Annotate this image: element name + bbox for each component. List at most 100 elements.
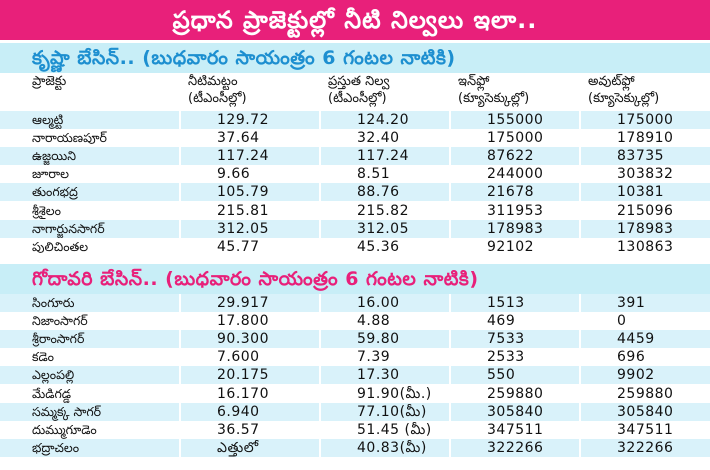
table-row: సమ్మక్క సాగర్ 6.940 77.10(మీ) 305840 305840 (0, 402, 710, 421)
inflow-cell: 550 (450, 366, 581, 385)
column-header-water-level: నీటిమట్టం (టీఎంసీల్లో) (188, 74, 247, 106)
project-name-cell: నాగార్జునసాగర్ (0, 219, 181, 238)
project-name-cell: పులిచింతల (0, 237, 181, 256)
outflow-cell: 10381 (580, 183, 710, 202)
table-row: శ్రీశైలం 215.81 215.82 311953 215096 (0, 201, 710, 220)
column-header-outflow: అవుట్‌ఫ్లో (క్యూసెక్కుల్లో) (588, 74, 660, 106)
water-level-cell: 9.66 (180, 165, 321, 184)
project-name-cell: భద్రాచలం (0, 438, 181, 457)
current-storage-cell: 312.05 (320, 219, 451, 238)
column-header-current-storage: ప్రస్తుత నిల్వ (టీఎంసీల్లో) (328, 74, 390, 106)
inflow-cell: 259880 (450, 384, 581, 403)
inflow-cell: 347511 (450, 420, 581, 439)
column-header-project: ప్రాజెక్టు (32, 74, 67, 89)
current-storage-cell: 45.36 (320, 237, 451, 256)
outflow-cell: 322266 (580, 438, 710, 457)
project-name-cell: ఎల్లంపల్లి (0, 366, 181, 385)
current-storage-cell: 215.82 (320, 201, 451, 220)
current-storage-cell: 40.83(మీ) (320, 438, 451, 457)
page-title-banner: ప్రధాన ప్రాజెక్టుల్లో నీటి నిల్వలు ఇలా.. (0, 0, 710, 40)
table-row: తుంగభద్ర 105.79 88.76 21678 10381 (0, 183, 710, 202)
outflow-cell: 9902 (580, 366, 710, 385)
project-name-cell: సింగూరు (0, 294, 181, 313)
table-row: నిజాంసాగర్ 17.800 4.88 469 0 (0, 312, 710, 331)
column-header-inflow: ఇన్‌ఫ్లో (క్యూసెక్కుల్లో) (458, 74, 530, 106)
outflow-cell: 305840 (580, 402, 710, 421)
table-row: శ్రీరాంసాగర్ 90.300 59.80 7533 4459 (0, 330, 710, 349)
current-storage-cell: 77.10(మీ) (320, 402, 451, 421)
inflow-cell: 469 (450, 312, 581, 331)
current-storage-cell: 51.45 (మీ) (320, 420, 451, 439)
current-storage-cell: 124.20 (320, 111, 451, 130)
table-row: భద్రాచలం ఎత్తులో 40.83(మీ) 322266 322266 (0, 438, 710, 457)
water-level-cell: 45.77 (180, 237, 321, 256)
godavari-table-body: సింగూరు 29.917 16.00 1513 391 నిజాంసాగర్ 17.80… (0, 294, 710, 457)
godavari-basin-heading: గోదావరి బేసిన్.. (బుధవారం సాయంత్రం 6 గంట… (0, 264, 710, 294)
project-name-cell: నారాయణపూర్ (0, 129, 181, 148)
inflow-cell: 244000 (450, 165, 581, 184)
project-name-cell: తుంగభద్ర (0, 183, 181, 202)
project-name-cell: మేడిగడ్డ (0, 384, 181, 403)
godavari-basin-table: సింగూరు 29.917 16.00 1513 391 నిజాంసాగర్ 17.80… (0, 294, 710, 457)
water-level-cell: ఎత్తులో (180, 438, 321, 457)
table-row: ఆల్మట్టి 129.72 124.20 155000 175000 (0, 111, 710, 130)
outflow-cell: 130863 (580, 237, 710, 256)
outflow-cell: 303832 (580, 165, 710, 184)
inflow-cell: 21678 (450, 183, 581, 202)
inflow-cell: 87622 (450, 147, 581, 166)
outflow-cell: 259880 (580, 384, 710, 403)
inflow-cell: 322266 (450, 438, 581, 457)
project-name-cell: దుమ్ముగూడెం (0, 420, 181, 439)
project-name-cell: ఉజ్జయిని (0, 147, 181, 166)
outflow-cell: 4459 (580, 330, 710, 349)
inflow-cell: 7533 (450, 330, 581, 349)
table-row: నాగార్జునసాగర్ 312.05 312.05 178983 178983 (0, 219, 710, 238)
current-storage-cell: 91.90(మీ.) (320, 384, 451, 403)
project-name-cell: సమ్మక్క సాగర్ (0, 402, 181, 421)
water-level-cell: 105.79 (180, 183, 321, 202)
project-name-cell: జూరాల (0, 165, 181, 184)
water-level-cell: 17.800 (180, 312, 321, 331)
project-name-cell: నిజాంసాగర్ (0, 312, 181, 331)
project-name-cell: శ్రీశైలం (0, 201, 181, 220)
inflow-cell: 2533 (450, 348, 581, 367)
table-row: నారాయణపూర్ 37.64 32.40 175000 178910 (0, 129, 710, 148)
table-row: కడెం 7.600 7.39 2533 696 (0, 348, 710, 367)
outflow-cell: 178983 (580, 219, 710, 238)
water-level-cell: 16.170 (180, 384, 321, 403)
project-name-cell: శ్రీరాంసాగర్ (0, 330, 181, 349)
inflow-cell: 178983 (450, 219, 581, 238)
inflow-cell: 305840 (450, 402, 581, 421)
current-storage-cell: 117.24 (320, 147, 451, 166)
krishna-table-body: ఆల్మట్టి 129.72 124.20 155000 175000 నారాయణపూ… (0, 111, 710, 256)
water-level-cell: 29.917 (180, 294, 321, 313)
water-level-cell: 129.72 (180, 111, 321, 130)
outflow-cell: 175000 (580, 111, 710, 130)
current-storage-cell: 16.00 (320, 294, 451, 313)
current-storage-cell: 17.30 (320, 366, 451, 385)
outflow-cell: 83735 (580, 147, 710, 166)
water-level-cell: 312.05 (180, 219, 321, 238)
outflow-cell: 696 (580, 348, 710, 367)
current-storage-cell: 32.40 (320, 129, 451, 148)
inflow-cell: 311953 (450, 201, 581, 220)
water-level-cell: 215.81 (180, 201, 321, 220)
water-level-cell: 7.600 (180, 348, 321, 367)
table-row: పులిచింతల 45.77 45.36 92102 130863 (0, 237, 710, 256)
outflow-cell: 391 (580, 294, 710, 313)
outflow-cell: 215096 (580, 201, 710, 220)
inflow-cell: 1513 (450, 294, 581, 313)
water-level-cell: 36.57 (180, 420, 321, 439)
inflow-cell: 175000 (450, 129, 581, 148)
current-storage-cell: 7.39 (320, 348, 451, 367)
outflow-cell: 0 (580, 312, 710, 331)
outflow-cell: 347511 (580, 420, 710, 439)
current-storage-cell: 59.80 (320, 330, 451, 349)
inflow-cell: 155000 (450, 111, 581, 130)
current-storage-cell: 4.88 (320, 312, 451, 331)
water-level-cell: 20.175 (180, 366, 321, 385)
table-row: ఎల్లంపల్లి 20.175 17.30 550 9902 (0, 366, 710, 385)
project-name-cell: కడెం (0, 348, 181, 367)
table-row: మేడిగడ్డ 16.170 91.90(మీ.) 259880 259880 (0, 384, 710, 403)
table-row: జూరాల 9.66 8.51 244000 303832 (0, 165, 710, 184)
